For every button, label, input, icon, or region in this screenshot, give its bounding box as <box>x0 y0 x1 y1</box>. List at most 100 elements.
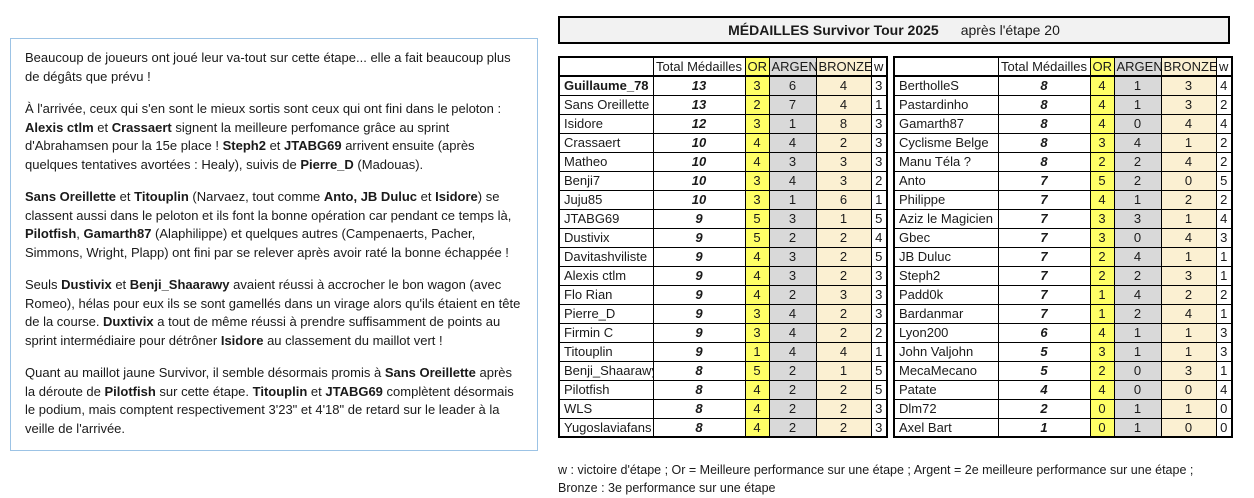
silver-count: 3 <box>1113 208 1162 229</box>
medals-table-right: Total MédaillesORARGENTBRONZEwBertholleS… <box>893 56 1233 438</box>
stage-wins-count: 5 <box>870 360 888 381</box>
gold-count: 2 <box>744 94 770 115</box>
silver-count: 2 <box>768 417 817 438</box>
player-name-mention: Gamarth87 <box>83 226 152 241</box>
header-row: Total MédaillesORARGENTBRONZEw <box>893 56 1233 77</box>
silver-count: 2 <box>768 360 817 381</box>
player-name: Yugoslaviafans <box>558 417 654 438</box>
silver-count: 7 <box>768 94 817 115</box>
player-name-mention: Pilotfish <box>25 226 77 241</box>
silver-count: 1 <box>768 113 817 134</box>
page-title: MÉDAILLES Survivor Tour 2025 <box>728 22 939 38</box>
bronze-count: 1 <box>1160 341 1217 362</box>
stage-wins-count: 3 <box>870 75 888 96</box>
legend-footnote: w : victoire d'étape ; Or = Meilleure pe… <box>558 461 1248 497</box>
table-row: Alexis ctlm 9 4 3 2 3 <box>558 265 888 286</box>
total-medals-value: 2 <box>997 398 1091 419</box>
bronze-count: 0 <box>1160 417 1217 438</box>
col-header-gold: OR <box>744 56 770 77</box>
player-name: Benji_Shaarawy <box>558 360 654 381</box>
col-header-wins: w <box>1215 56 1233 77</box>
player-name-mention: Titouplin <box>134 189 189 204</box>
col-header-silver: ARGENT <box>1113 56 1162 77</box>
player-name-mention: Crassaert <box>111 119 172 135</box>
total-medals-value: 7 <box>997 227 1091 248</box>
player-name-mention: JTABG69 <box>284 138 342 153</box>
stage-wins-count: 4 <box>870 227 888 248</box>
bronze-count: 2 <box>815 246 872 267</box>
bronze-count: 4 <box>1160 151 1217 172</box>
bronze-count: 1 <box>815 208 872 229</box>
header-row: Total MédaillesORARGENTBRONZEw <box>558 56 888 77</box>
silver-count: 4 <box>768 341 817 362</box>
bronze-count: 4 <box>815 75 872 96</box>
total-medals-value: 8 <box>652 360 746 381</box>
total-medals-value: 9 <box>652 341 746 362</box>
total-medals-value: 9 <box>652 303 746 324</box>
commentary-text: À l'arrivée, ceux qui s'en sont le mieux… <box>25 101 502 116</box>
commentary-text: et <box>417 189 436 204</box>
total-medals-value: 9 <box>652 246 746 267</box>
total-medals-value: 8 <box>652 379 746 400</box>
commentary-paragraph: À l'arrivée, ceux qui s'en sont le mieux… <box>25 100 523 174</box>
silver-count: 4 <box>1113 132 1162 153</box>
total-medals-value: 4 <box>997 379 1091 400</box>
stage-wins-count: 2 <box>1215 189 1233 210</box>
bronze-count: 2 <box>815 417 872 438</box>
stage-wins-count: 2 <box>1215 94 1233 115</box>
stage-wins-count: 1 <box>1215 360 1233 381</box>
total-medals-value: 7 <box>997 303 1091 324</box>
total-medals-value: 7 <box>997 284 1091 305</box>
commentary-text: (Alaphilippe) et quelques autres (Campen… <box>25 226 509 260</box>
gold-count: 4 <box>1089 189 1115 210</box>
silver-count: 1 <box>1113 417 1162 438</box>
silver-count: 1 <box>1113 94 1162 115</box>
gold-count: 4 <box>744 417 770 438</box>
gold-count: 4 <box>744 151 770 172</box>
medals-table-left: Total MédaillesORARGENTBRONZEwGuillaume_… <box>558 56 888 438</box>
stage-wins-count: 3 <box>870 113 888 134</box>
gold-count: 1 <box>744 341 770 362</box>
gold-count: 3 <box>744 322 770 343</box>
stage-wins-count: 2 <box>1215 151 1233 172</box>
gold-count: 1 <box>1089 284 1115 305</box>
player-name: Titouplin <box>558 341 654 362</box>
silver-count: 2 <box>768 398 817 419</box>
player-name: Crassaert <box>558 132 654 153</box>
bronze-count: 2 <box>815 265 872 286</box>
stage-wins-count: 5 <box>870 379 888 400</box>
gold-count: 3 <box>744 75 770 96</box>
table-row: BertholleS 8 4 1 3 4 <box>893 75 1233 96</box>
col-header-gold: OR <box>1089 56 1115 77</box>
table-row: Cyclisme Belge 8 3 4 1 2 <box>893 132 1233 153</box>
table-row: Benji_Shaarawy 8 5 2 1 5 <box>558 360 888 381</box>
gold-count: 5 <box>744 208 770 229</box>
total-medals-value: 12 <box>652 113 746 134</box>
col-header-player <box>558 56 654 77</box>
total-medals-value: 7 <box>997 170 1091 191</box>
bronze-count: 4 <box>815 94 872 115</box>
commentary-text: signent la meilleure perfomance grâce au… <box>25 119 450 154</box>
silver-count: 2 <box>1113 303 1162 324</box>
bronze-count: 2 <box>815 227 872 248</box>
stage-wins-count: 2 <box>1215 284 1233 305</box>
table-row: Benji7 10 3 4 3 2 <box>558 170 888 191</box>
total-medals-value: 10 <box>652 170 746 191</box>
col-header-bronze: BRONZE <box>815 56 872 77</box>
silver-count: 4 <box>768 170 817 191</box>
bronze-count: 3 <box>1160 94 1217 115</box>
total-medals-value: 1 <box>997 417 1091 438</box>
commentary-paragraph: Sans Oreillette et Titouplin (Narvaez, t… <box>25 188 523 262</box>
table-row: Titouplin 9 1 4 4 1 <box>558 341 888 362</box>
gold-count: 3 <box>744 189 770 210</box>
bronze-count: 3 <box>1160 265 1217 286</box>
table-row: John Valjohn 5 3 1 1 3 <box>893 341 1233 362</box>
total-medals-value: 9 <box>652 208 746 229</box>
stage-wins-count: 3 <box>1215 227 1233 248</box>
gold-count: 4 <box>1089 322 1115 343</box>
table-row: Padd0k 7 1 4 2 2 <box>893 284 1233 305</box>
silver-count: 0 <box>1113 227 1162 248</box>
stage-wins-count: 0 <box>1215 417 1233 438</box>
stage-wins-count: 3 <box>870 132 888 153</box>
